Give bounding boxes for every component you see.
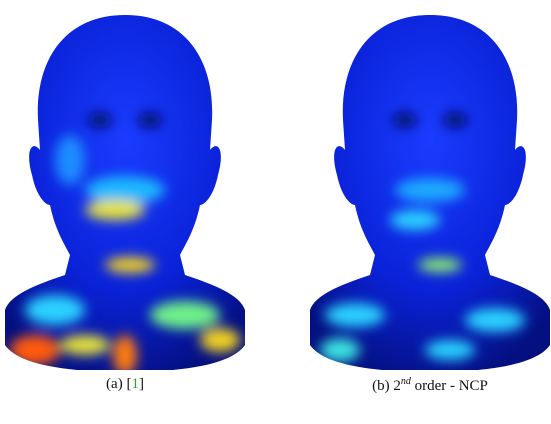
- page: (a) [1] (b) 2nd order - NCP (() => { con…: [0, 0, 551, 424]
- head-b: [310, 15, 550, 370]
- citation-link[interactable]: 1: [131, 376, 139, 392]
- caption-text: (b) 2: [372, 378, 401, 394]
- head-a: [5, 15, 245, 370]
- caption-a: (a) [1]: [0, 376, 250, 393]
- caption-text: ]: [139, 376, 144, 392]
- caption-text: (a) [: [106, 376, 131, 392]
- superscript: nd: [401, 376, 411, 387]
- caption-text: order - NCP: [411, 378, 488, 394]
- figure: [0, 0, 551, 370]
- caption-b: (b) 2nd order - NCP: [305, 376, 551, 395]
